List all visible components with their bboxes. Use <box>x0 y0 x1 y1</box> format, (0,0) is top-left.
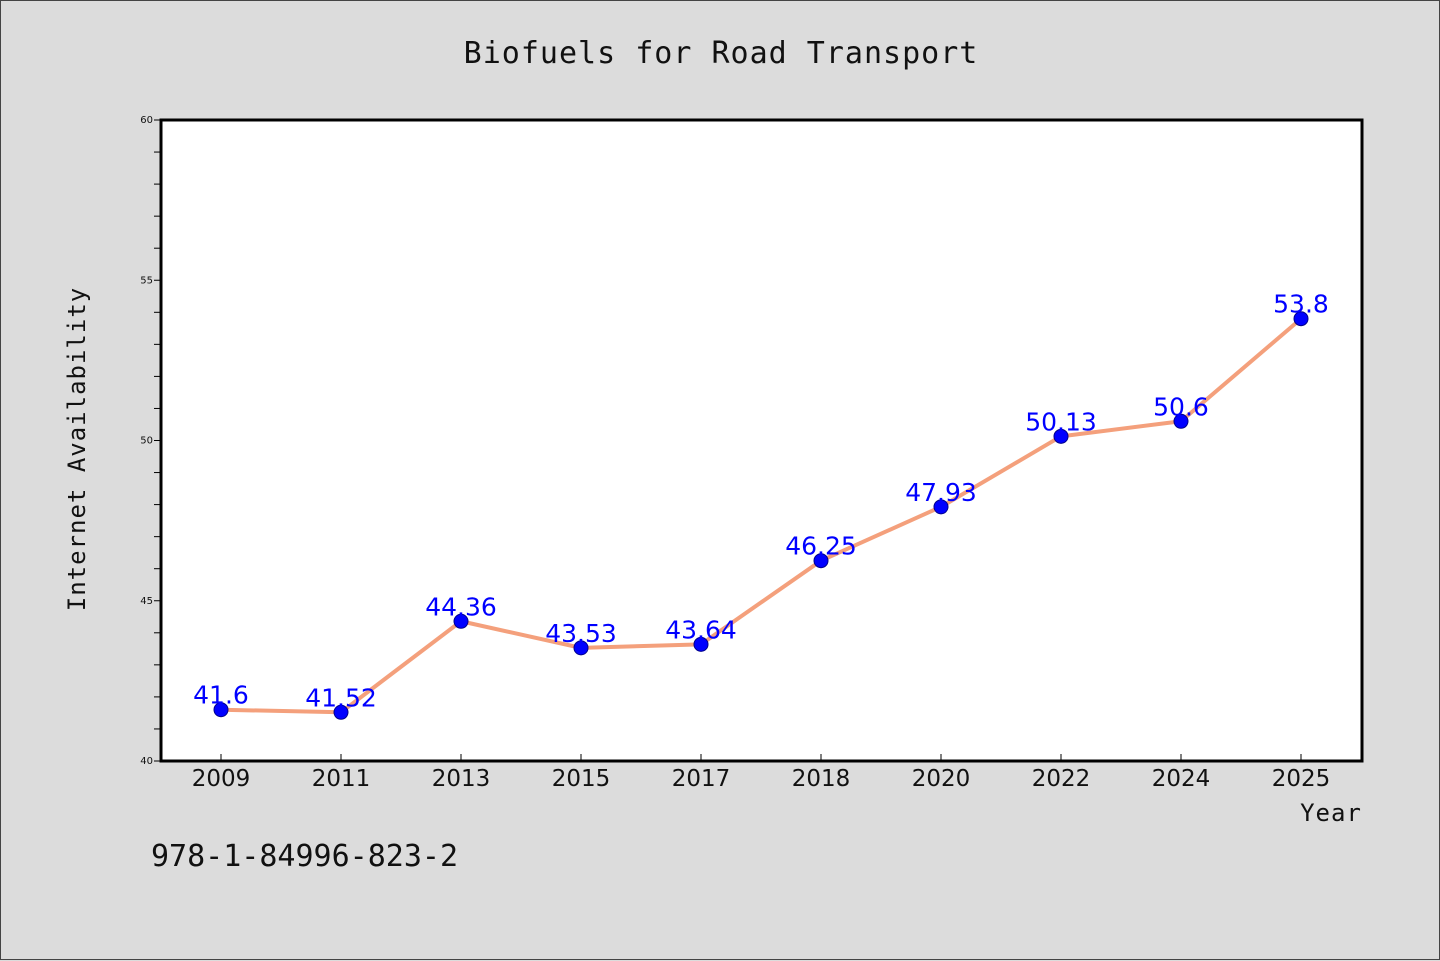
x-tick-label: 2018 <box>792 766 851 792</box>
data-point <box>1053 428 1069 444</box>
x-axis: 2009 2011 2013 2015 2017 2018 2020 2022 2024 2025 <box>192 754 1331 792</box>
data-label: 47.93 <box>905 478 977 507</box>
data-point <box>933 499 949 515</box>
data-point <box>813 553 829 569</box>
data-point <box>453 613 469 629</box>
x-tick-label: 2017 <box>672 766 731 792</box>
data-point <box>1173 413 1189 429</box>
plot-area <box>159 118 1364 763</box>
x-tick-label: 2009 <box>192 766 251 792</box>
y-tick-label: 45 <box>140 596 153 607</box>
data-label: 43.64 <box>665 615 737 644</box>
x-tick-label: 2025 <box>1272 766 1331 792</box>
x-tick-label: 2011 <box>312 766 371 792</box>
y-tick-label: 55 <box>140 275 153 286</box>
x-tick-label: 2013 <box>432 766 491 792</box>
data-point <box>333 704 349 720</box>
footer-code: 978-1-84996-823-2 <box>151 839 458 874</box>
data-label: 41.6 <box>193 681 249 710</box>
data-label: 41.52 <box>305 683 377 712</box>
y-axis-label: Internet Availability <box>63 287 91 611</box>
data-point <box>573 640 589 656</box>
series: 41.6 41.52 44.36 43.53 43.64 46.25 47.93 50.13 5… <box>193 290 1329 720</box>
data-label: 43.53 <box>545 619 617 648</box>
y-axis: 40 45 50 55 60 <box>140 115 161 767</box>
chart-title: Biofuels for Road Transport <box>464 36 979 71</box>
x-axis-label: Year <box>1300 799 1362 827</box>
data-label: 46.25 <box>785 532 857 561</box>
data-point <box>213 702 229 718</box>
data-label: 50.6 <box>1153 392 1209 421</box>
data-label: 53.8 <box>1273 290 1329 319</box>
y-tick-label: 50 <box>140 436 153 447</box>
x-tick-label: 2024 <box>1152 766 1211 792</box>
y-tick-label: 40 <box>140 756 153 767</box>
data-point <box>1293 311 1309 327</box>
data-point <box>693 636 709 652</box>
x-tick-label: 2022 <box>1032 766 1091 792</box>
y-tick-label: 60 <box>140 115 153 126</box>
x-tick-label: 2015 <box>552 766 611 792</box>
x-tick-label: 2020 <box>912 766 971 792</box>
data-label: 44.36 <box>425 592 497 621</box>
series-line <box>219 316 1303 715</box>
data-label: 50.13 <box>1025 407 1097 436</box>
